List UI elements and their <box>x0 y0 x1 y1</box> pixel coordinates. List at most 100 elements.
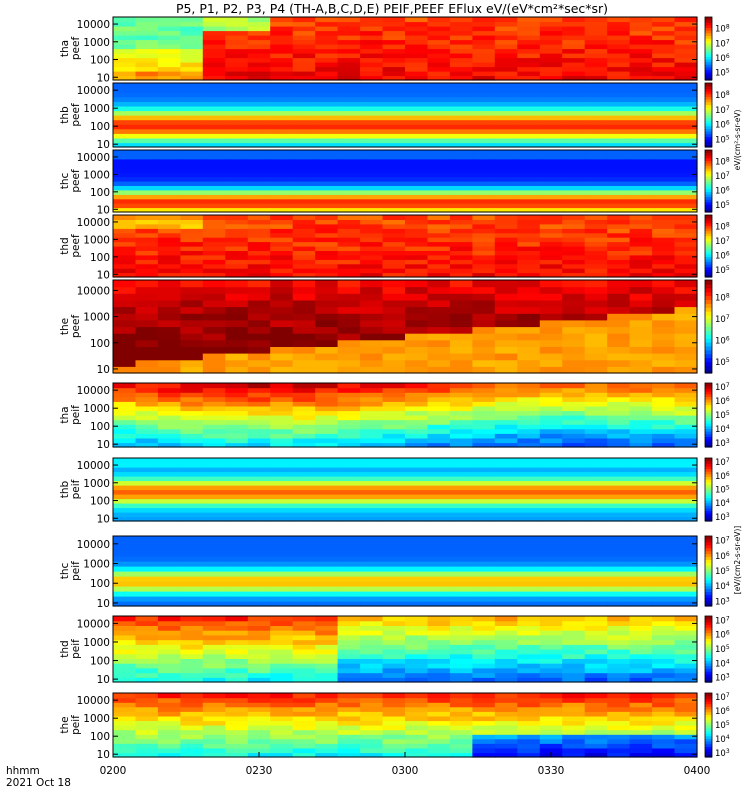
spectrogram-cell <box>629 53 653 59</box>
spectrogram-cell <box>135 119 159 125</box>
spectrogram-cell <box>202 498 226 504</box>
spectrogram-cell <box>629 576 653 582</box>
spectrogram-cell <box>674 353 698 361</box>
spectrogram-cell <box>202 71 226 77</box>
spectrogram-cell <box>674 556 698 562</box>
spectrogram-cell <box>517 167 541 173</box>
spectrogram-cell <box>427 246 451 251</box>
spectrogram-cell <box>247 115 271 121</box>
colorbar-tick-label: 108 <box>715 222 730 233</box>
y-tick-label: 1000 <box>83 103 110 115</box>
x-axis: 0200 0230 0300 0330 0400 <box>100 752 710 777</box>
spectrogram-cell <box>180 494 204 500</box>
spectrogram-cell <box>157 634 181 641</box>
spectrogram-cell <box>494 185 518 191</box>
spectrogram-cell <box>449 268 473 274</box>
spectrogram-cell <box>472 392 496 398</box>
spectrogram-cell <box>629 241 653 247</box>
spectrogram-cell <box>315 137 339 144</box>
spectrogram-cell <box>562 672 586 678</box>
spectrogram-cell <box>607 83 631 89</box>
spectrogram-cell <box>270 747 294 754</box>
spectrogram-cell <box>472 467 496 473</box>
spectrogram-cell <box>674 476 698 482</box>
spectrogram-cell <box>584 546 608 552</box>
spectrogram-cell <box>180 119 204 125</box>
spectrogram-cell <box>202 299 226 308</box>
spectrogram-cell <box>629 293 653 301</box>
spectrogram-cell <box>517 223 541 229</box>
spectrogram-cell <box>180 105 204 112</box>
spectrogram-cell <box>449 57 473 63</box>
spectrogram-cell <box>113 44 137 50</box>
spectrogram-cell <box>652 53 676 59</box>
spectrogram-cell <box>539 639 563 645</box>
spectrogram-cell <box>472 101 496 107</box>
spectrogram-cell <box>562 476 586 482</box>
spectrogram-cell <box>180 433 204 439</box>
spectrogram-cell <box>562 87 586 93</box>
spectrogram-cell <box>157 57 181 63</box>
spectrogram-cell <box>113 359 137 367</box>
spectrogram-cell <box>629 92 653 98</box>
spectrogram-cell <box>337 299 361 308</box>
spectrogram-cell <box>315 734 339 740</box>
spectrogram-cell <box>652 137 676 144</box>
spectrogram-cell <box>247 366 271 374</box>
spectrogram-cell <box>113 702 137 708</box>
spectrogram-cell <box>113 658 137 664</box>
spectrogram-cell <box>494 359 518 367</box>
spectrogram-cell <box>427 616 451 622</box>
spectrogram-cell <box>427 172 451 178</box>
spectrogram-cell <box>315 437 339 444</box>
spectrogram-cell <box>270 677 294 683</box>
y-tick-label: 100 <box>90 187 110 199</box>
colorbar-segment <box>705 541 712 546</box>
spectrogram-cell <box>315 189 339 195</box>
spectrogram-cell <box>382 720 406 726</box>
spectrogram-cell <box>427 167 451 173</box>
spectrogram-cell <box>674 339 698 347</box>
spectrogram-cell <box>360 706 384 712</box>
spectrogram-cell <box>674 366 698 374</box>
spectrogram-cell <box>427 410 451 416</box>
spectrogram-cell <box>517 39 541 45</box>
spectrogram-cell <box>562 101 586 107</box>
spectrogram-cell <box>337 172 361 178</box>
colorbar-segment <box>705 188 712 192</box>
spectrogram-cell <box>225 326 249 334</box>
spectrogram-cell <box>180 223 204 229</box>
colorbar-segment <box>705 217 712 221</box>
spectrogram-cell <box>405 280 429 288</box>
spectrogram-cell <box>202 39 226 45</box>
spectrogram-cell <box>225 653 249 659</box>
spectrogram-cell <box>517 752 541 758</box>
colorbar-segment <box>705 101 712 105</box>
spectrogram-cell <box>202 738 226 744</box>
spectrogram-cell <box>607 747 631 754</box>
spectrogram-cell <box>247 176 271 182</box>
spectrogram-cell <box>270 203 294 209</box>
spectrogram-cell <box>629 586 653 592</box>
spectrogram-cell <box>113 387 137 393</box>
spectrogram-cell <box>270 546 294 552</box>
spectrogram-cell <box>584 702 608 708</box>
spectrogram-cell <box>180 677 204 683</box>
spectrogram-cell <box>135 561 159 567</box>
spectrogram-cell <box>674 571 698 577</box>
spectrogram-cell <box>157 424 181 430</box>
spectrogram-cell <box>157 219 181 225</box>
spectrogram-cell <box>247 383 271 389</box>
spectrogram-cell <box>584 672 608 678</box>
colorbar-frame <box>704 214 713 278</box>
spectrogram-cell <box>157 133 181 139</box>
spectrogram-cell <box>449 566 473 572</box>
colorbar-segment <box>705 24 712 29</box>
spectrogram-cell <box>539 268 563 274</box>
spectrogram-cell <box>494 17 518 23</box>
spectrogram-cell <box>270 17 294 23</box>
spectrogram-cell <box>629 96 653 102</box>
spectrogram-cell <box>180 87 204 93</box>
spectrogram-cell <box>135 66 159 72</box>
spectrogram-cell <box>472 339 496 347</box>
